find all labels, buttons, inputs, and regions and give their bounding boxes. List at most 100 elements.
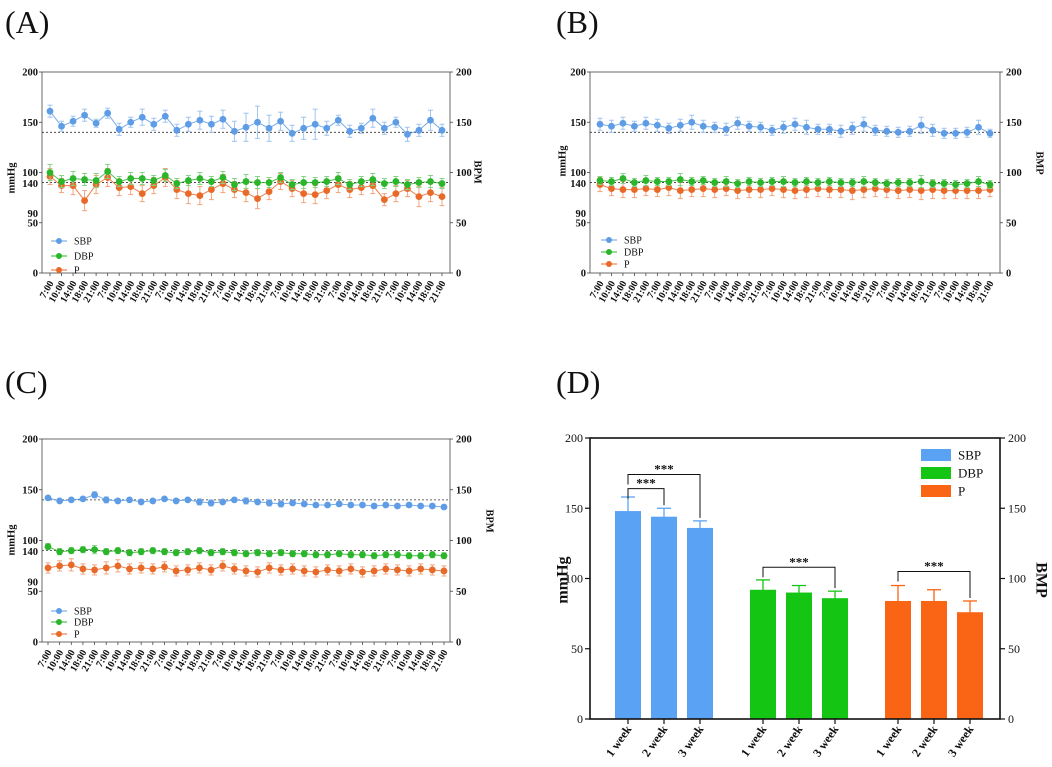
p-point: [427, 189, 434, 197]
dbp-point: [58, 178, 65, 185]
legend-swatch-dbp: [921, 467, 951, 479]
sbp-point: [184, 120, 192, 128]
dbp-point: [114, 547, 122, 555]
legend-marker-sbp: [56, 238, 62, 244]
p-point: [803, 186, 810, 193]
legend-label: SBP: [74, 237, 92, 248]
sbp-point: [289, 499, 296, 507]
dbp-point: [427, 178, 434, 185]
dbp-point: [230, 549, 238, 557]
sbp-point: [440, 503, 448, 511]
y-tick-label-left: 50: [28, 587, 39, 598]
y-tick-label-right: 200: [456, 435, 472, 446]
dbp-point: [963, 180, 971, 187]
sbp-point: [688, 118, 696, 126]
p-point: [81, 197, 88, 205]
dbp-point: [138, 175, 146, 182]
y-tick-label-left: 100: [22, 536, 38, 547]
p-point: [254, 568, 262, 576]
dbp-point: [334, 175, 342, 182]
p-point: [860, 186, 868, 193]
p-point: [91, 566, 98, 574]
sbp-point: [722, 125, 730, 133]
y-tick-label-left: 50: [576, 218, 587, 229]
dbp-point: [440, 552, 448, 560]
y-axis-title-left: mmHg: [7, 524, 18, 556]
y-axis-title-left: mmHg: [7, 162, 18, 194]
x-tick-label: 3 week: [945, 722, 977, 759]
dbp-point: [219, 174, 227, 181]
sbp-point: [161, 112, 169, 120]
dbp-point: [392, 178, 400, 185]
dbp-point: [653, 178, 661, 185]
dbp-point: [608, 178, 615, 185]
dbp-point: [324, 551, 331, 559]
panel-c: (C)20015010014090500200150100500mmHgBPM7…: [5, 364, 494, 674]
dbp-point: [791, 179, 799, 186]
p-point: [734, 187, 742, 194]
dbp-point: [883, 180, 891, 187]
p-point: [837, 186, 845, 193]
sbp-point: [254, 118, 261, 126]
sbp-point: [596, 120, 604, 128]
p-point: [265, 564, 273, 572]
p-point: [826, 186, 833, 193]
sbp-point: [277, 117, 284, 125]
p-point: [780, 186, 787, 193]
dbp-point: [711, 179, 719, 186]
y-tick-label-left: 200: [22, 68, 38, 79]
sbp-point: [311, 120, 319, 128]
sbp-point: [871, 126, 879, 134]
dbp-point: [300, 550, 308, 558]
p-point: [906, 186, 914, 193]
significance-label: ***: [789, 554, 809, 569]
significance-label: ***: [924, 558, 944, 573]
panel-label: (D): [556, 364, 600, 400]
y-tick-label-right: 200: [1006, 68, 1022, 79]
y-tick-label-right: 50: [456, 218, 467, 229]
y-tick-label-right: 0: [1006, 269, 1011, 280]
p-point: [848, 187, 856, 194]
legend-marker-p: [56, 267, 62, 273]
p-point: [312, 568, 320, 576]
dbp-point: [56, 548, 64, 556]
dbp-point: [277, 549, 285, 557]
x-tick-label: 2 week: [774, 722, 806, 759]
sbp-point: [826, 125, 833, 133]
dbp-point: [780, 178, 787, 185]
y-tick-label-right: 150: [456, 118, 472, 129]
sbp-point: [347, 501, 355, 509]
dbp-point: [380, 180, 388, 187]
p-point: [184, 566, 192, 574]
sbp-point: [394, 502, 401, 510]
y-tick-label-right: 150: [1008, 501, 1026, 515]
p-point: [963, 187, 971, 194]
p-point: [208, 186, 215, 193]
p-point: [230, 565, 238, 573]
sbp-point: [848, 124, 856, 132]
legend-marker-p: [56, 631, 62, 637]
dbp-point: [826, 178, 833, 185]
dbp-point: [104, 168, 112, 175]
p-point: [699, 185, 707, 192]
dbp-point: [428, 551, 436, 559]
sbp-point: [208, 120, 215, 128]
dbp-point: [207, 549, 215, 557]
sbp-point: [324, 501, 331, 509]
p-point: [415, 193, 423, 201]
dbp-point: [975, 178, 982, 185]
dbp-point: [642, 177, 650, 184]
y-axis-title-right: BPM: [471, 160, 482, 183]
sbp-point: [699, 122, 707, 130]
dbp-point: [311, 179, 319, 186]
dbp-point: [745, 178, 753, 185]
sbp-point: [127, 118, 135, 126]
dbp-point: [871, 179, 879, 186]
p-bar: [885, 600, 911, 719]
y-tick-label-right: 0: [1008, 712, 1014, 726]
sbp-point: [173, 126, 181, 134]
sbp-point: [757, 123, 764, 131]
y-tick-label-left: 0: [33, 269, 38, 280]
sbp-point: [81, 111, 88, 119]
